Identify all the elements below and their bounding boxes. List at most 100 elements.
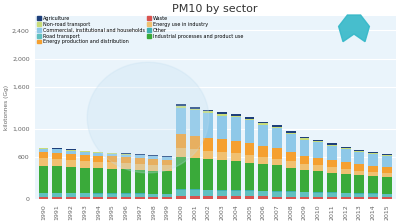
Bar [258, 146, 268, 157]
Bar [286, 192, 296, 197]
Bar [107, 169, 117, 193]
Bar [162, 197, 172, 199]
Bar [231, 190, 241, 191]
Bar [341, 193, 351, 197]
Bar [244, 119, 254, 120]
Bar [217, 160, 227, 190]
Bar [176, 148, 186, 157]
Bar [121, 153, 131, 154]
Bar [66, 197, 76, 199]
Bar [176, 157, 186, 189]
Bar [244, 191, 254, 196]
Bar [94, 162, 103, 168]
Bar [66, 150, 76, 151]
Bar [368, 194, 378, 197]
Bar [327, 146, 337, 160]
Bar [52, 153, 62, 159]
Bar [176, 108, 186, 134]
Bar [313, 158, 323, 166]
Bar [135, 193, 144, 194]
Bar [327, 144, 337, 146]
Bar [203, 112, 213, 113]
Bar [272, 191, 282, 192]
Bar [148, 159, 158, 164]
Bar [94, 153, 103, 156]
Bar [162, 165, 172, 171]
Bar [80, 152, 90, 155]
Bar [258, 164, 268, 191]
Bar [286, 131, 296, 133]
Bar [52, 148, 62, 149]
Bar [217, 114, 227, 116]
Bar [313, 166, 323, 171]
Bar [107, 153, 117, 154]
Bar [368, 193, 378, 194]
Bar [354, 197, 364, 199]
Bar [258, 125, 268, 146]
Bar [231, 161, 241, 190]
Bar [300, 137, 310, 138]
Bar [286, 133, 296, 134]
Bar [190, 189, 200, 190]
Bar [217, 116, 227, 139]
Bar [135, 170, 144, 193]
Bar [272, 125, 282, 127]
Bar [244, 155, 254, 163]
Bar [80, 155, 90, 161]
Bar [148, 156, 158, 159]
Bar [162, 160, 172, 165]
Bar [327, 197, 337, 199]
Bar [190, 149, 200, 158]
Bar [354, 175, 364, 193]
Polygon shape [338, 15, 370, 42]
Bar [121, 154, 131, 155]
Bar [38, 149, 48, 152]
Bar [368, 153, 378, 154]
Bar [148, 155, 158, 156]
Bar [231, 117, 241, 141]
Bar [368, 166, 378, 172]
Bar [38, 152, 48, 158]
Bar [327, 167, 337, 173]
Bar [354, 150, 364, 151]
Bar [286, 161, 296, 168]
Bar [38, 147, 48, 148]
Bar [148, 171, 158, 194]
Bar [80, 193, 90, 194]
Bar [176, 104, 186, 106]
Bar [231, 153, 241, 161]
Bar [244, 190, 254, 191]
Bar [176, 106, 186, 108]
Bar [176, 189, 186, 190]
Bar [94, 168, 103, 193]
Bar [38, 158, 48, 166]
Bar [38, 148, 48, 149]
Bar [313, 140, 323, 141]
Bar [176, 134, 186, 148]
Bar [190, 109, 200, 110]
Bar [121, 163, 131, 169]
Bar [313, 171, 323, 192]
Bar [80, 168, 90, 193]
Bar [313, 141, 323, 142]
Bar [94, 193, 103, 194]
Bar [52, 149, 62, 153]
Bar [300, 138, 310, 140]
Bar [94, 194, 103, 197]
Bar [66, 151, 76, 154]
Bar [368, 172, 378, 176]
Bar [107, 197, 117, 199]
Bar [203, 113, 213, 138]
Bar [327, 193, 337, 197]
Bar [190, 158, 200, 189]
Bar [300, 156, 310, 164]
Bar [382, 197, 392, 199]
Polygon shape [87, 62, 209, 173]
Bar [382, 154, 392, 155]
Bar [94, 197, 103, 199]
Bar [135, 197, 144, 199]
Bar [382, 156, 392, 168]
Bar [272, 166, 282, 191]
Bar [52, 166, 62, 193]
Bar [203, 190, 213, 196]
